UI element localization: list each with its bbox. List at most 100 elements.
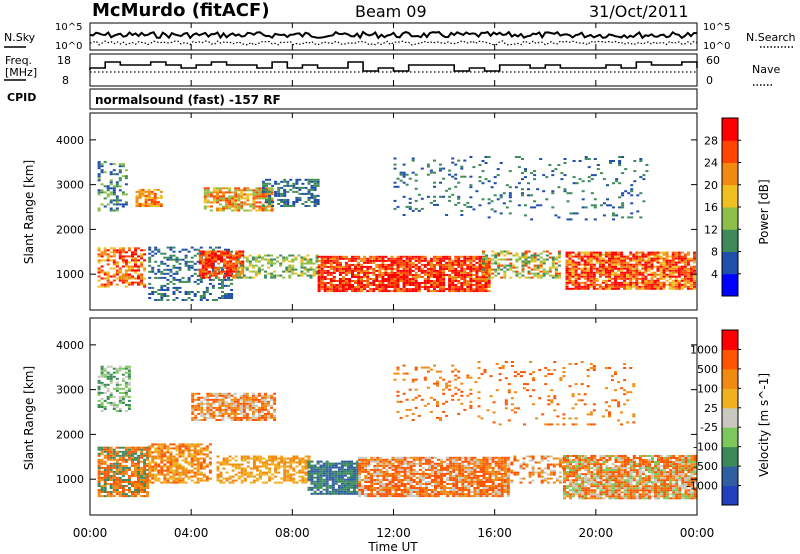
heatmap-cell: [581, 180, 585, 183]
heatmap-cell: [100, 169, 104, 172]
heatmap-cell: [239, 402, 243, 405]
heatmap-cell: [252, 201, 256, 204]
heatmap-cell: [222, 193, 225, 196]
heatmap-cell: [469, 205, 473, 208]
heatmap-cell: [112, 408, 116, 410]
heatmap-cell: [97, 393, 101, 396]
heatmap-cell: [420, 167, 424, 170]
heatmap-cell: [112, 495, 116, 498]
heatmap-cell: [227, 412, 231, 415]
heatmap-cell: [141, 203, 145, 205]
heatmap-cell: [668, 261, 672, 264]
heatmap-cell: [166, 477, 170, 480]
heatmap-cell: [414, 290, 418, 293]
heatmap-cell: [439, 278, 442, 280]
heatmap-cell: [191, 419, 195, 421]
heatmap-cell: [298, 461, 302, 464]
heatmap-cell: [197, 406, 201, 409]
heatmap-cell: [451, 288, 455, 291]
heatmap-cell: [350, 478, 353, 481]
heatmap-cell: [433, 195, 436, 198]
heatmap-cell: [445, 288, 449, 291]
heatmap-cell: [124, 365, 128, 368]
heatmap-cell: [262, 186, 265, 189]
heatmap-cell: [363, 269, 367, 272]
heatmap-cell: [131, 269, 134, 272]
heatmap-cell: [360, 267, 364, 270]
heatmap-cell: [175, 461, 179, 464]
heatmap-cell: [653, 271, 657, 274]
heatmap-cell: [650, 273, 654, 276]
heatmap-cell: [255, 195, 259, 198]
heatmap-cell: [166, 449, 170, 452]
heatmap-cell: [429, 169, 433, 172]
heatmap-cell: [568, 263, 572, 266]
heatmap-cell: [181, 481, 185, 484]
heatmap-cell: [227, 414, 231, 417]
heatmap-cell: [100, 466, 104, 469]
heatmap-cell: [209, 414, 213, 417]
heatmap-cell: [530, 258, 534, 261]
heatmap-cell: [387, 276, 391, 278]
heatmap-cell: [551, 262, 555, 265]
heatmap-cell: [118, 203, 122, 206]
heatmap-cell: [381, 280, 385, 282]
heatmap-cell: [134, 446, 137, 449]
heatmap-cell: [320, 255, 324, 258]
heatmap-cell: [448, 173, 452, 176]
heatmap-cell: [554, 262, 558, 265]
heatmap-cell: [405, 255, 409, 258]
heatmap-cell: [683, 283, 687, 286]
heatmap-cell: [190, 465, 194, 468]
heatmap-cell: [381, 286, 385, 288]
heatmap-cell: [157, 457, 161, 460]
heatmap-cell: [644, 287, 648, 290]
heatmap-cell: [601, 273, 605, 276]
heatmap-cell: [408, 261, 412, 264]
heatmap-cell: [97, 279, 101, 282]
heatmap-cell: [322, 478, 326, 481]
heatmap-cell: [638, 281, 642, 284]
heatmap-cell: [279, 264, 283, 267]
heatmap-cell: [217, 250, 220, 253]
heatmap-cell: [148, 455, 152, 458]
heatmap-cell: [518, 258, 522, 261]
heatmap-cell: [221, 396, 225, 399]
heatmap-cell: [109, 452, 113, 455]
heatmap-cell: [405, 173, 409, 176]
heatmap-cell: [569, 212, 573, 215]
heatmap-cell: [217, 268, 220, 271]
heatmap-cell: [487, 290, 491, 293]
heatmap-cell: [671, 273, 675, 276]
heatmap-cell: [249, 209, 253, 212]
heatmap-cell: [304, 463, 308, 466]
heatmap-cell: [357, 278, 361, 280]
heatmap-cell: [97, 464, 101, 467]
heatmap-cell: [191, 404, 195, 407]
heatmap-cell: [329, 274, 333, 276]
heatmap-cell: [665, 283, 669, 286]
heatmap-cell: [350, 480, 353, 483]
heatmap-cell: [460, 261, 464, 264]
heatmap-cell: [315, 272, 319, 275]
heatmap-cell: [121, 265, 125, 268]
heatmap-cell: [360, 290, 364, 293]
heatmap-cell: [127, 448, 131, 451]
heatmap-cell: [172, 293, 176, 295]
heatmap-cell: [372, 257, 376, 260]
heatmap-cell: [405, 271, 409, 274]
heatmap-cell: [205, 465, 209, 468]
heatmap-cell: [436, 259, 439, 262]
heatmap-cell: [674, 261, 678, 264]
heatmap-cell: [234, 463, 238, 466]
heatmap-cell: [310, 178, 314, 181]
heatmap-cell: [497, 272, 501, 275]
heatmap-cell: [361, 456, 365, 459]
heatmap-cell: [414, 278, 418, 280]
heatmap-cell: [236, 266, 240, 269]
heatmap-cell: [309, 276, 313, 279]
heatmap-cell: [439, 255, 442, 258]
heatmap-cell: [233, 392, 237, 395]
heatmap-cell: [542, 274, 546, 277]
heatmap-cell: [604, 281, 608, 284]
